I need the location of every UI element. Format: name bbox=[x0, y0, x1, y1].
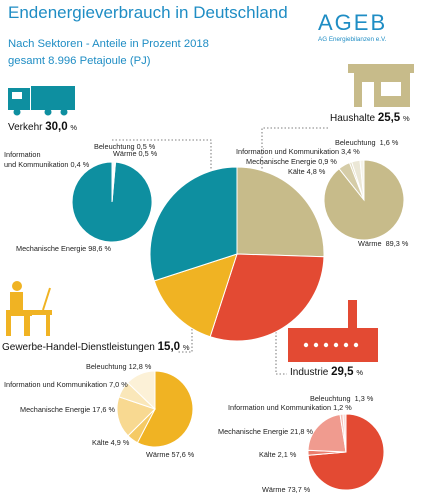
leader-line-ghd bbox=[178, 322, 193, 353]
industrie-label-kaelte: Kälte 2,1 % bbox=[259, 450, 297, 459]
ghd-label-waerme: Wärme 57,6 % bbox=[146, 450, 195, 459]
factory-icon bbox=[288, 300, 380, 369]
industrie-slice-mechanisch bbox=[307, 413, 347, 453]
ghd-slice-beleuchtung bbox=[126, 370, 156, 411]
main-slice-verkehr bbox=[149, 166, 238, 282]
ghd-label-mechanisch: Mechanische Energie 17,6 % bbox=[20, 405, 115, 414]
ghd-label-kaelte: Kälte 4,9 % bbox=[92, 438, 130, 447]
industrie-label-waerme: Wärme 73,7 % bbox=[262, 485, 311, 494]
haushalte-label-waerme: Wärme 89,3 % bbox=[358, 239, 409, 248]
leader-line-verkehr bbox=[110, 139, 212, 200]
leader-line-industrie bbox=[275, 325, 287, 375]
haushalte-label-information: Information und Kommunikation 3,4 % bbox=[236, 147, 360, 156]
haushalte-slice-beleuchtung bbox=[359, 159, 365, 201]
ghd-label-beleuchtung: Beleuchtung 12,8 % bbox=[86, 362, 152, 371]
verkehr-slice-waerme bbox=[111, 161, 114, 203]
sector-label-ghd: Gewerbe-Handel-Dienstleistungen 15,0 % bbox=[2, 341, 190, 353]
sector-label-haushalte: Haushalte 25,5 % bbox=[330, 112, 410, 124]
ghd-slice-waerme bbox=[136, 370, 194, 448]
sector-label-industrie: Industrie 29,5 % bbox=[290, 366, 363, 378]
verkehr-label-beleuchtung: Beleuchtung 0,5 % bbox=[94, 142, 156, 151]
industrie-label-beleuchtung: Beleuchtung 1,3 % bbox=[310, 394, 374, 403]
haushalte-label-beleuchtung: Beleuchtung 1,6 % bbox=[335, 138, 399, 147]
verkehr-label-mechanisch: Mechanische Energie 98,6 % bbox=[16, 244, 111, 253]
industrie-label-information: Information und Kommunikation 1,2 % bbox=[228, 403, 352, 412]
verkehr-label-kommunikation: und Kommunikation 0,4 % bbox=[4, 160, 90, 169]
haushalte-label-kaelte: Kälte 4,8 % bbox=[288, 167, 326, 176]
ghd-label-information: Information und Kommunikation 7,0 % bbox=[4, 380, 128, 389]
leader-line-haushalte bbox=[261, 127, 328, 200]
sector-label-verkehr: Verkehr 30,0 % bbox=[8, 121, 78, 133]
page-title: Endenergieverbrauch in Deutschland bbox=[8, 3, 288, 22]
verkehr-label-waerme: Wärme 0,5 % bbox=[113, 149, 158, 158]
verkehr-label-information: Information bbox=[4, 150, 41, 159]
chart-subtitle: Nach Sektoren - Anteile in Prozent 2018 bbox=[8, 38, 209, 50]
ghd-slice-mechanisch bbox=[116, 396, 156, 437]
main-slice-industrie bbox=[209, 253, 325, 342]
industrie-slice-beleuchtung bbox=[342, 413, 347, 453]
chart-total: gesamt 8.996 Petajoule (PJ) bbox=[8, 55, 151, 67]
office-worker-icon bbox=[6, 280, 54, 343]
industrie-label-mechanisch: Mechanische Energie 21,8 % bbox=[218, 427, 313, 436]
haushalte-label-mechanisch: Mechanische Energie 0,9 % bbox=[246, 157, 337, 166]
logo: AGEB bbox=[318, 10, 388, 35]
house-icon bbox=[348, 62, 416, 115]
logo-tagline: AG Energiebilanzen e.V. bbox=[318, 36, 387, 43]
main-slice-haushalte bbox=[236, 166, 325, 258]
truck-icon bbox=[8, 86, 76, 121]
leader-lines bbox=[110, 127, 328, 375]
